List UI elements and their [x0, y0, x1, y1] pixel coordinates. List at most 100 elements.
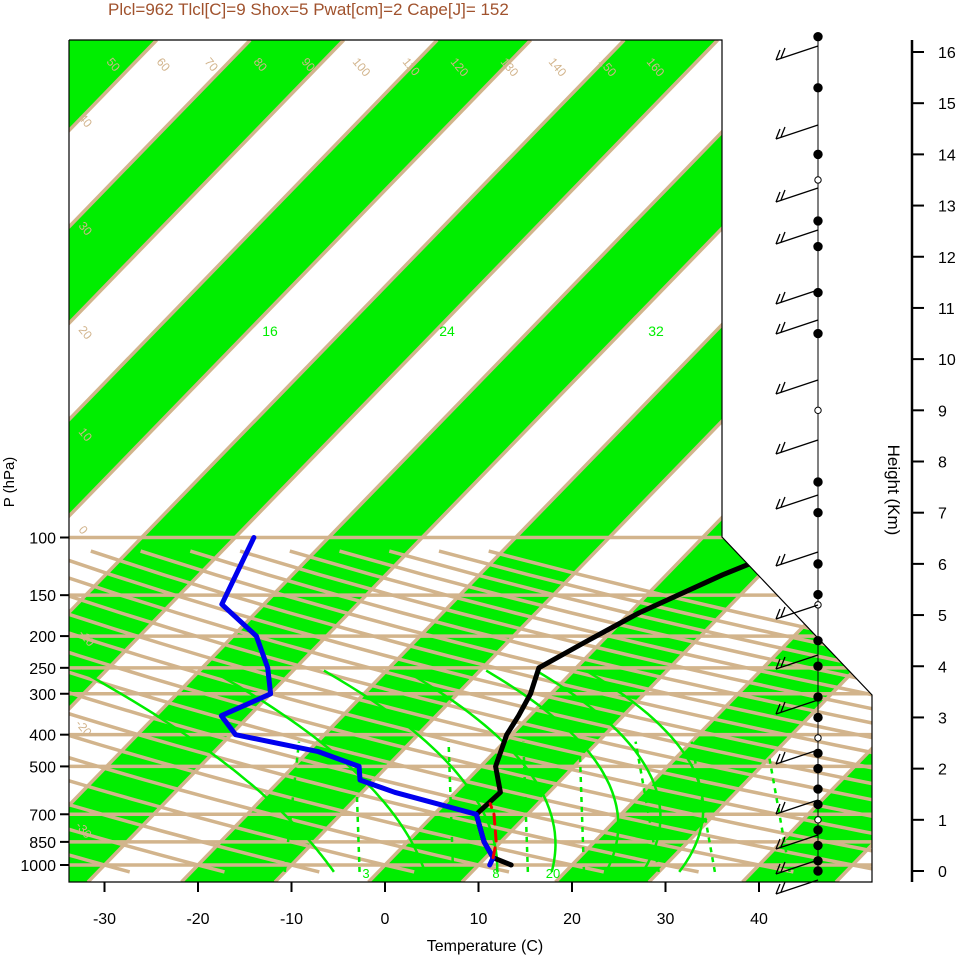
- moist-adiabat: [485, 669, 620, 873]
- mixing-ratio-line: [283, 741, 301, 873]
- moist-adiabat: [79, 669, 335, 873]
- x-tick-label: 10: [470, 911, 488, 928]
- isotherm: [69, 40, 720, 882]
- wind-barb: [775, 699, 819, 715]
- isotherm: [69, 40, 533, 882]
- x-tick-label: 30: [657, 911, 675, 928]
- height-tick-label: 6: [938, 557, 947, 574]
- y-tick-label: 100: [29, 531, 56, 548]
- wind-barb: [775, 859, 819, 875]
- wind-height-marker: [814, 601, 822, 609]
- plot-frame: [68, 39, 873, 883]
- isotherm-label: 30: [844, 647, 869, 672]
- isotherm-label: 10: [750, 537, 775, 562]
- wind-barb: [775, 654, 819, 670]
- dry-adiabat: [69, 549, 415, 874]
- wind-barb-flag: [775, 863, 781, 875]
- mixing-ratio-line: [447, 741, 455, 872]
- wind-height-marker: [813, 763, 823, 774]
- wind-barb: [775, 379, 819, 395]
- mixing-ratio-lines: 3 8 20: [283, 741, 791, 881]
- y-tick-label: 150: [29, 588, 56, 605]
- moist-adiabat: [535, 669, 662, 873]
- height-tick-label: 11: [938, 301, 955, 318]
- chart-title: Plcl=962 Tlcl[C]=9 Shox=5 Pwat[cm]=2 Cap…: [108, 0, 509, 19]
- wind-barb-flag: [780, 381, 786, 393]
- moist-adiabat-label: 24: [439, 323, 455, 339]
- wind-barb-flag: [775, 191, 781, 203]
- mixing-ratio-line: [690, 741, 717, 873]
- moist-adiabat-label: 12: [188, 323, 204, 339]
- y-tick-label: 400: [29, 728, 56, 745]
- wind-barb: [775, 124, 819, 140]
- mixing-ratio-label: 3: [362, 866, 369, 881]
- sounding-lines: [218, 535, 818, 868]
- isotherm-label: 30: [727, 127, 752, 152]
- wind-height-marker: [813, 589, 823, 600]
- dry-adiabat-label: 60: [154, 55, 174, 74]
- moist-adiabat: [404, 669, 557, 873]
- x-tick-label: -10: [280, 911, 303, 928]
- wind-barb-flag: [780, 836, 786, 848]
- moist-adiabat-label: 32: [648, 323, 664, 339]
- height-tick-label: 10: [938, 352, 956, 369]
- wind-height-marker: [813, 825, 823, 835]
- temp-band: [69, 40, 344, 882]
- height-tick-label: 14: [938, 147, 956, 164]
- wind-barb-flag: [775, 838, 781, 850]
- wind-barb-flag: [775, 49, 781, 61]
- wind-profile: [775, 31, 823, 895]
- dry-adiabat: [69, 549, 320, 874]
- dry-adiabat: [69, 549, 872, 874]
- wind-barb-flag: [775, 498, 781, 510]
- x-tick-label: 40: [750, 911, 768, 928]
- wind-barb-flag: [775, 608, 781, 620]
- wind-height-marker: [813, 840, 823, 851]
- wind-barb-flag: [780, 701, 786, 713]
- dry-adiabat: [69, 549, 510, 874]
- wind-barb-flag: [780, 801, 786, 813]
- temp-band: [69, 40, 872, 882]
- dry-adiabat: [69, 549, 872, 874]
- dry-adiabat: [69, 549, 225, 874]
- height-tick-label: 16: [938, 45, 956, 62]
- dry-adiabat-label: 140: [546, 55, 570, 80]
- y2-axis-label: Height (Km): [884, 445, 903, 536]
- height-tick-label: 9: [938, 403, 947, 420]
- wind-height-marker: [813, 216, 823, 226]
- isotherm: [647, 40, 872, 882]
- wind-height-marker: [813, 507, 823, 518]
- series-dewpoint: [218, 535, 496, 868]
- temp-band: [69, 40, 531, 882]
- wind-height-marker: [813, 31, 823, 42]
- wind-barb: [775, 551, 819, 567]
- wind-height-marker: [813, 784, 823, 794]
- isotherm: [741, 40, 872, 882]
- isotherm: [69, 40, 252, 882]
- dry-adiabat-label: 100: [350, 55, 374, 80]
- isotherm-label: 20: [792, 591, 817, 616]
- isotherm: [69, 40, 813, 882]
- wind-height-marker: [813, 559, 823, 569]
- wind-barb-flag: [780, 291, 786, 303]
- dry-adiabat: [69, 549, 794, 874]
- x-tick-label: -30: [93, 911, 116, 928]
- dry-adiabat: [69, 549, 699, 874]
- y-tick-label: 250: [29, 661, 56, 678]
- dry-adiabat-label: 0: [76, 523, 91, 537]
- wind-barb-flag: [775, 883, 781, 895]
- wind-height-marker: [813, 661, 823, 671]
- wind-height-marker: [814, 176, 822, 184]
- wind-barb: [775, 229, 819, 245]
- moist-adiabat-label: 16: [262, 323, 278, 339]
- wind-height-marker: [813, 692, 823, 702]
- mixing-ratio-line: [522, 741, 530, 872]
- wind-barb-flag: [775, 658, 781, 670]
- wind-height-marker: [814, 406, 822, 415]
- wind-height-marker: [813, 287, 823, 298]
- height-tick-label: 2: [938, 762, 947, 779]
- wind-barb-flag: [780, 656, 786, 668]
- y-tick-label: 1000: [20, 858, 56, 875]
- wind-barb: [775, 604, 819, 620]
